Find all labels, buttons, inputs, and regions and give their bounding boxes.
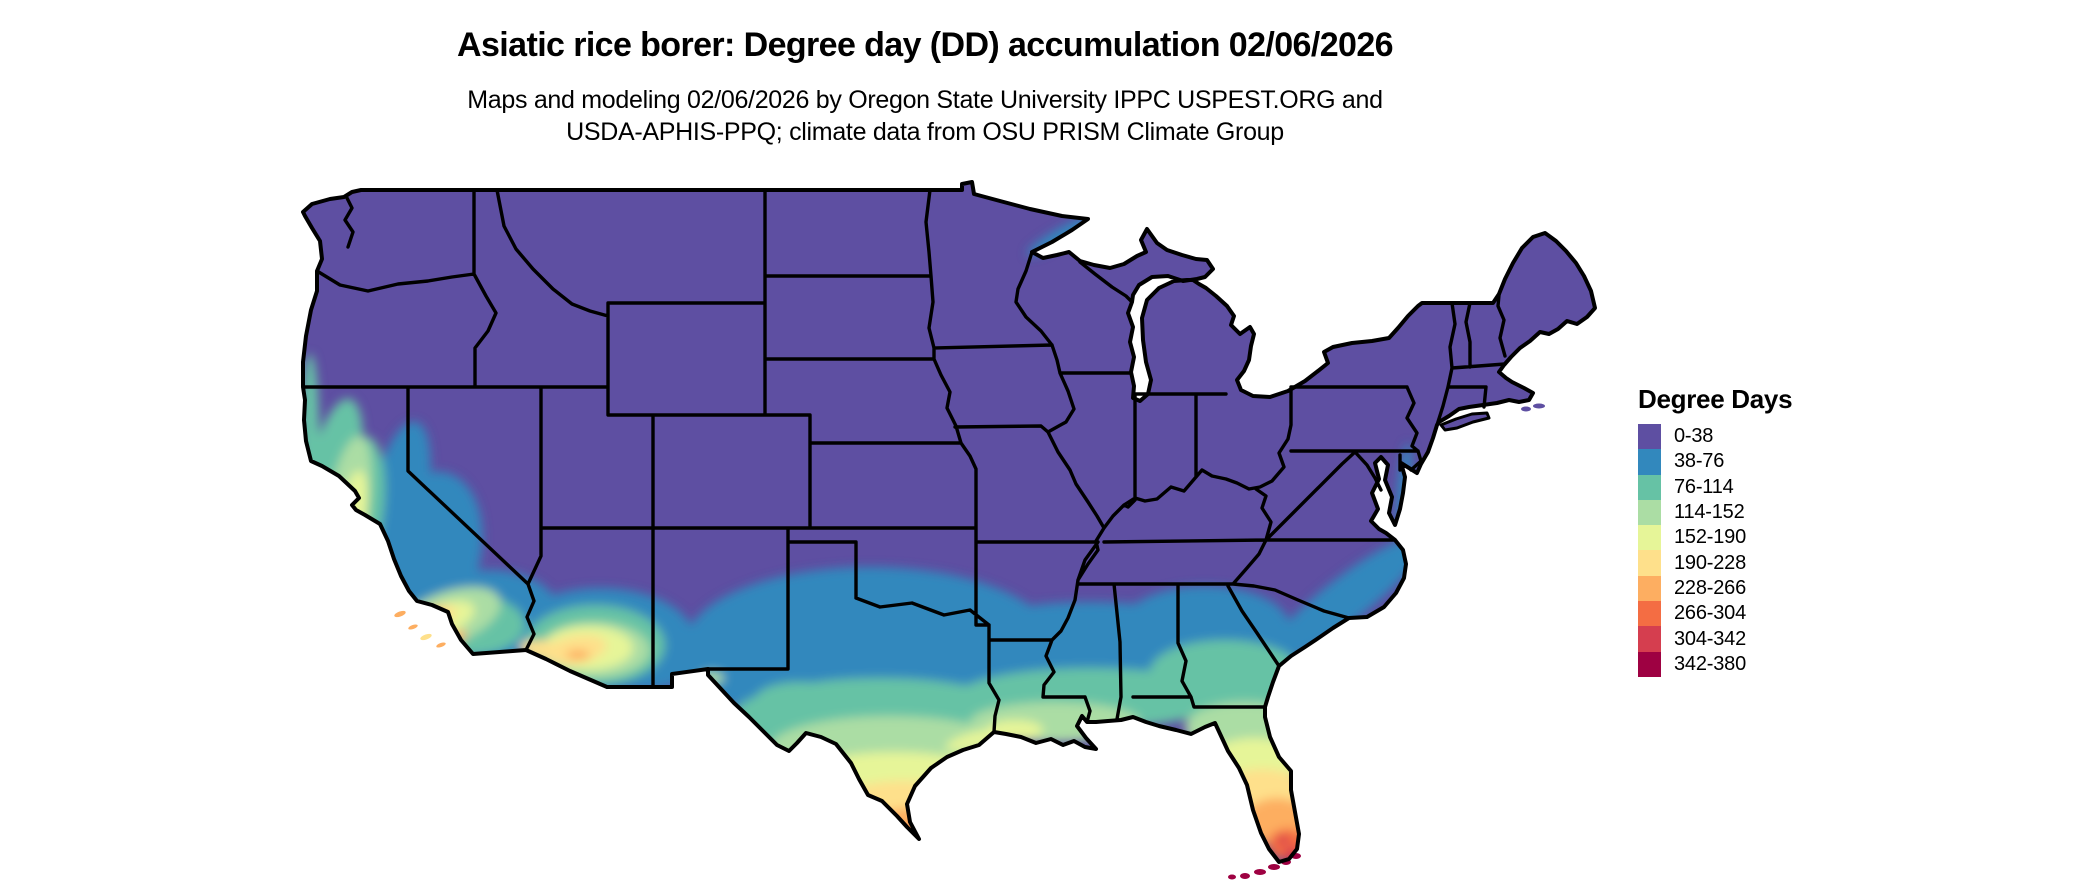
legend-swatch [1638, 424, 1661, 450]
legend-swatch [1638, 651, 1661, 677]
legend: Degree Days 0-38 38-76 76-114 114-152 15… [1638, 384, 1938, 677]
legend-label: 152-190 [1674, 526, 1746, 549]
legend-label: 190-228 [1674, 551, 1746, 574]
conus-outline [301, 180, 1597, 864]
subtitle: Maps and modeling 02/06/2026 by Oregon S… [0, 84, 1850, 148]
long-island [1439, 411, 1491, 432]
subtitle-line-2: USDA-APHIS-PPQ; climate data from OSU PR… [566, 118, 1284, 146]
legend-item: 114-152 [1638, 499, 1938, 526]
legend-item: 0-38 [1638, 424, 1938, 450]
legend-label: 114-152 [1674, 501, 1745, 524]
map-fill-region [303, 182, 1595, 862]
legend-swatch [1638, 601, 1661, 627]
legend-swatch [1638, 499, 1661, 526]
legend-item: 304-342 [1638, 626, 1938, 652]
legend-item: 152-190 [1638, 525, 1938, 551]
legend-label: 76-114 [1674, 475, 1734, 498]
legend-item: 190-228 [1638, 550, 1938, 576]
legend-label: 228-266 [1674, 576, 1746, 599]
legend-title: Degree Days [1638, 384, 1793, 414]
subtitle-line-1: Maps and modeling 02/06/2026 by Oregon S… [467, 86, 1383, 114]
legend-swatch [1638, 550, 1661, 576]
legend-item: 76-114 [1638, 474, 1938, 500]
legend-item: 266-304 [1638, 601, 1938, 627]
legend-item: 228-266 [1638, 575, 1938, 602]
legend-label: 38-76 [1674, 450, 1725, 473]
legend-swatch [1638, 525, 1661, 551]
legend-swatch [1638, 474, 1661, 500]
legend-label: 342-380 [1674, 652, 1746, 675]
legend-swatch [1638, 575, 1661, 602]
legend-label: 0-38 [1674, 425, 1714, 448]
legend-label: 266-304 [1674, 602, 1746, 625]
legend-item: 38-76 [1638, 449, 1938, 475]
offshore-islands [394, 403, 1545, 880]
legend-swatch [1638, 449, 1661, 475]
legend-swatch [1638, 626, 1661, 652]
legend-label: 304-342 [1674, 627, 1746, 650]
page-title: Asiatic rice borer: Degree day (DD) accu… [457, 26, 1394, 64]
legend-item: 342-380 [1638, 651, 1938, 677]
